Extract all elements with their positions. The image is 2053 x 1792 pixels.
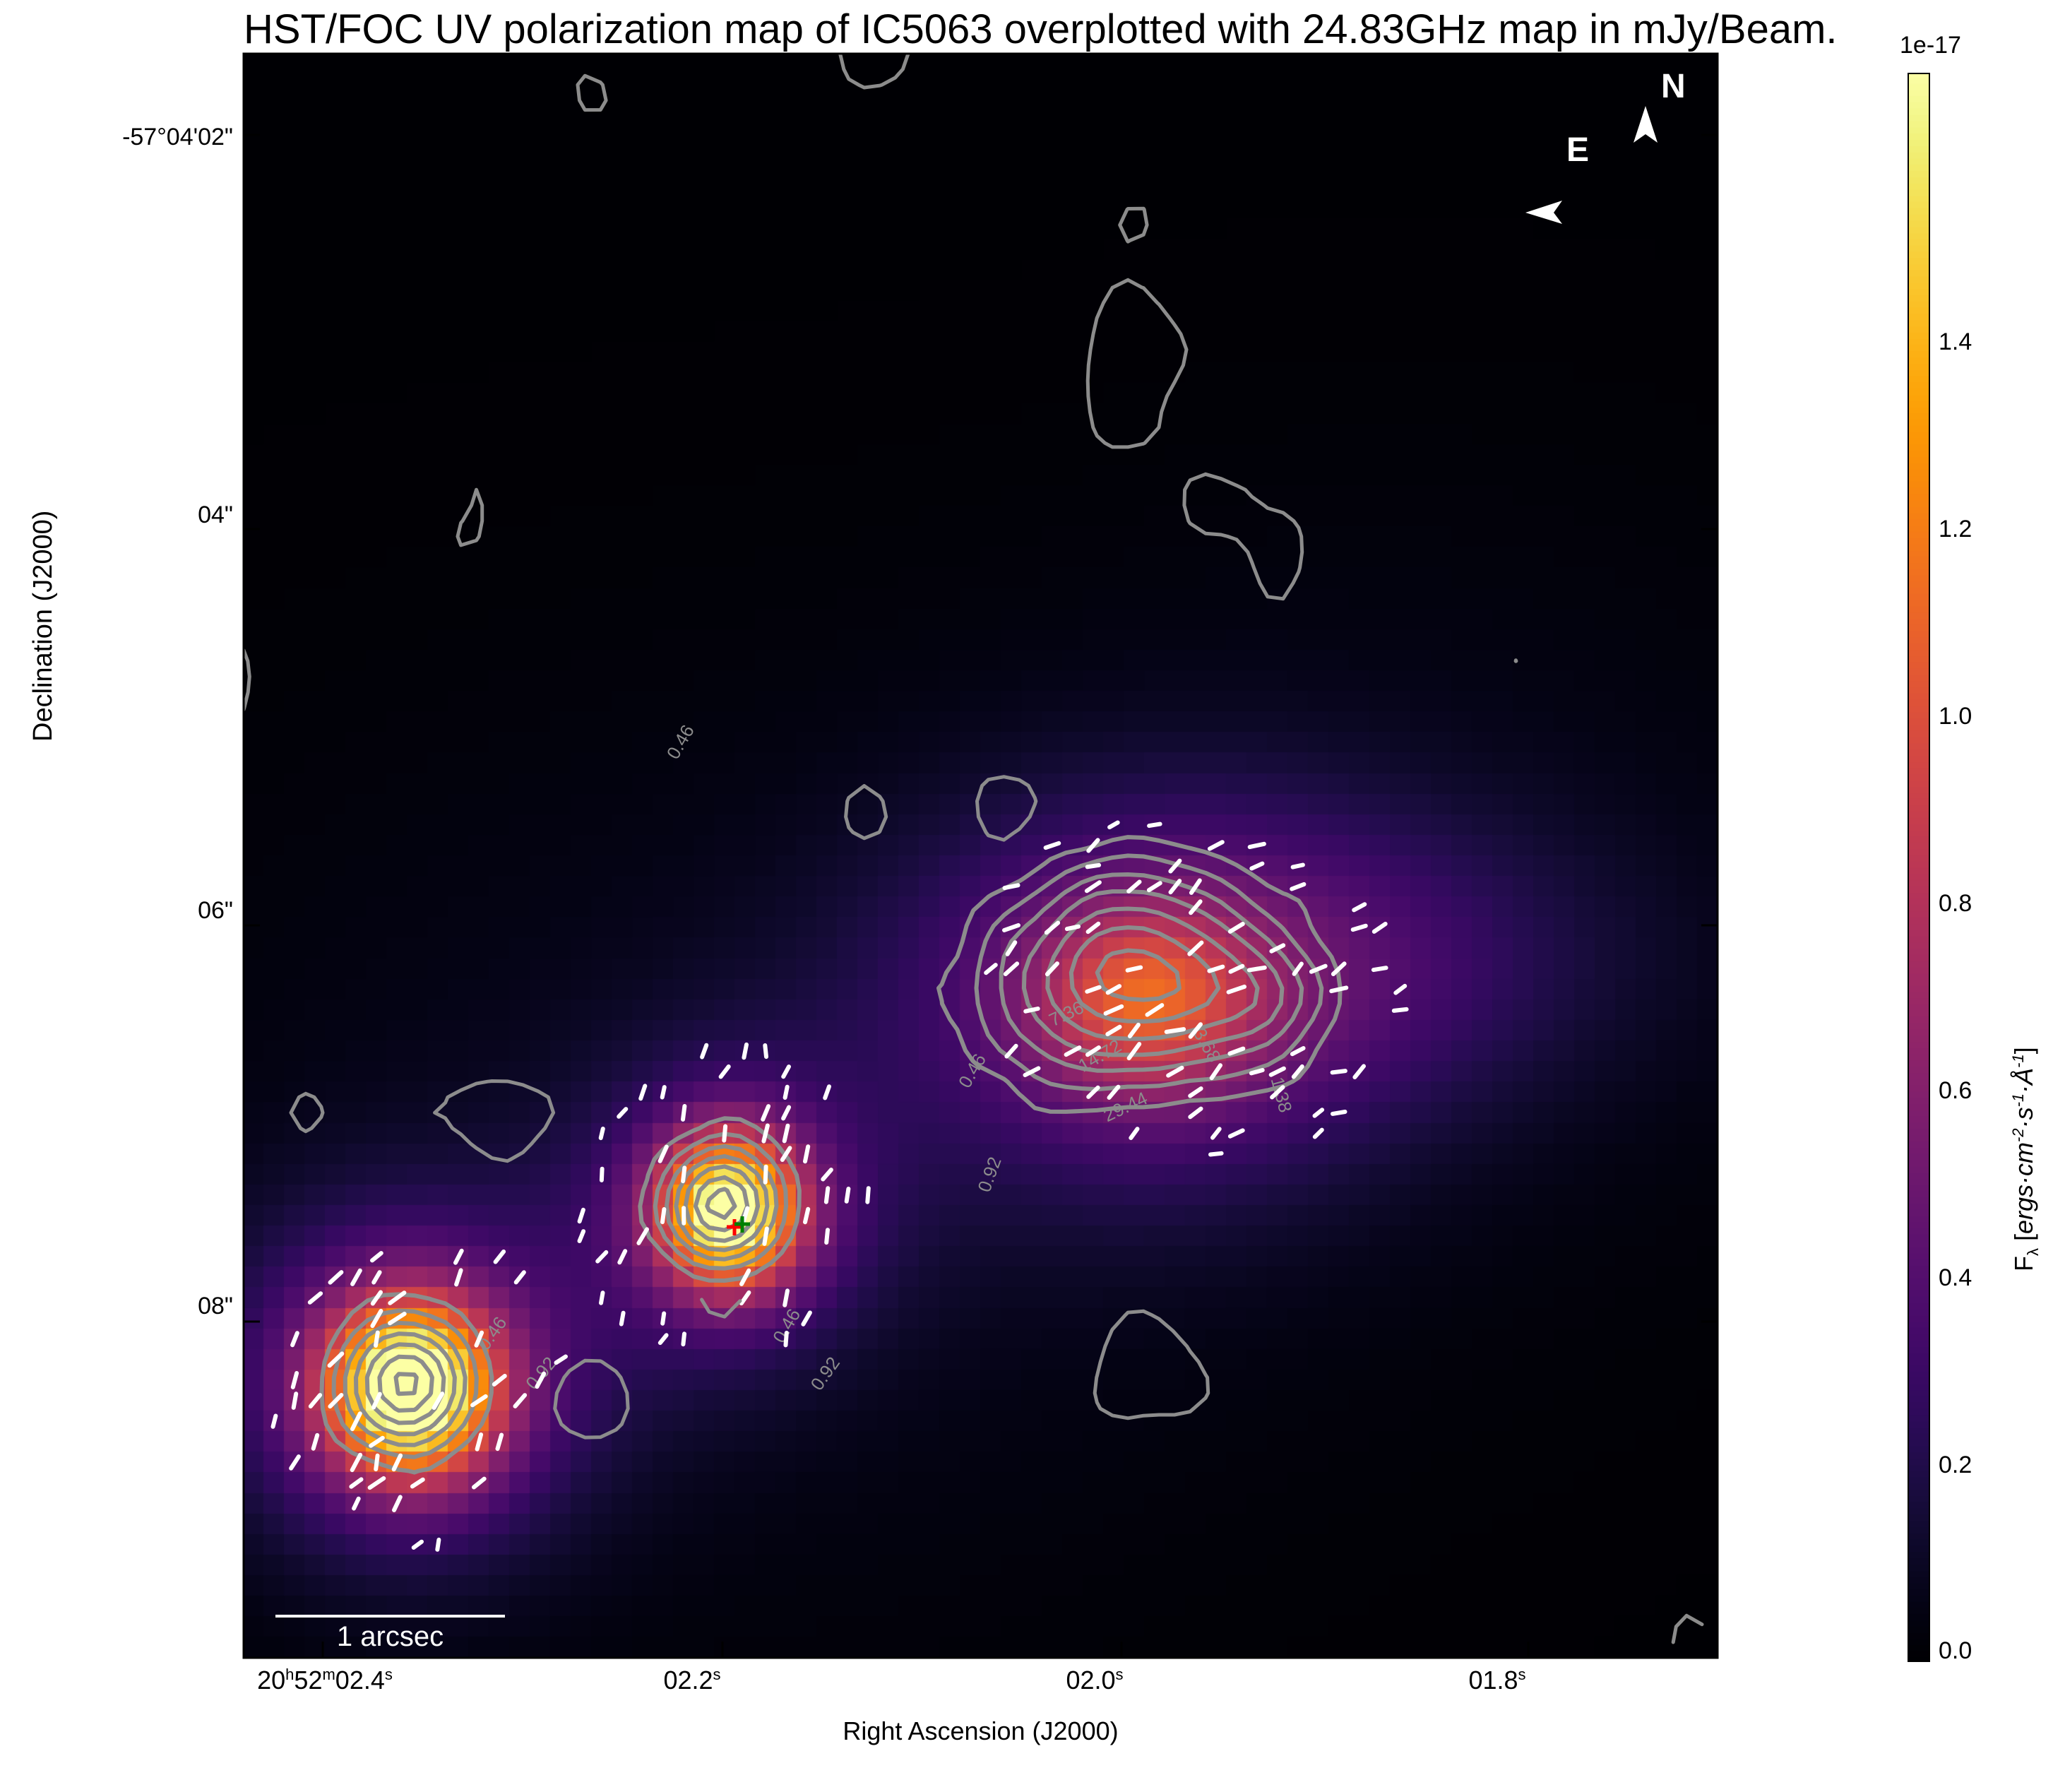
svg-text:0.92: 0.92 xyxy=(973,1154,1006,1195)
svg-text:0.92: 0.92 xyxy=(806,1353,844,1394)
svg-text:0.46: 0.46 xyxy=(662,721,698,763)
svg-text:0.46: 0.46 xyxy=(473,1312,511,1354)
svg-text:29.44: 29.44 xyxy=(1100,1087,1151,1126)
svg-text:0.92: 0.92 xyxy=(521,1353,561,1394)
